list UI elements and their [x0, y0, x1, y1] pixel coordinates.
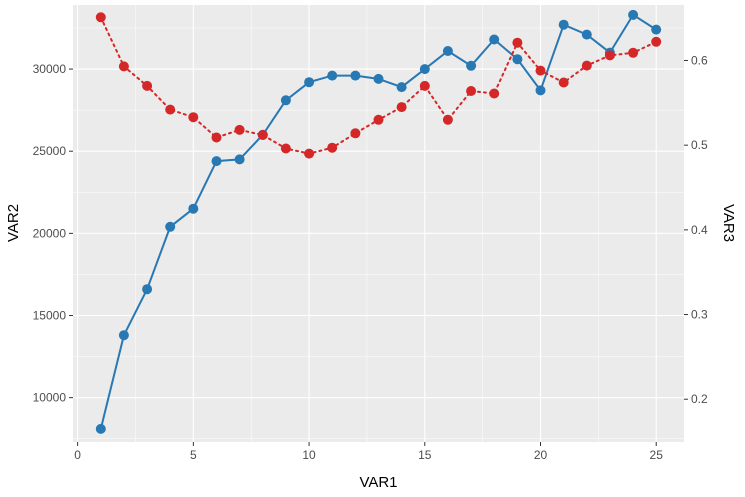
- y-tick-label: 20000: [33, 226, 67, 240]
- y-axis-title: VAR2: [5, 204, 22, 242]
- series-2-point: [489, 88, 500, 99]
- series-1-point: [396, 82, 407, 93]
- series-2-point: [604, 50, 615, 61]
- series-2-point: [350, 128, 361, 139]
- series-2-point: [118, 61, 129, 72]
- series-2-point: [419, 80, 430, 91]
- series-1-point: [327, 70, 338, 81]
- series-1-point: [188, 203, 199, 214]
- x-tick-label: 15: [418, 448, 432, 462]
- x-tick-label: 20: [534, 448, 548, 462]
- series-2-point: [327, 142, 338, 153]
- series-1-point: [442, 46, 453, 56]
- y-tick-label: 25000: [33, 144, 67, 158]
- series-2-point: [396, 102, 407, 113]
- y2-tick-label: 0.4: [691, 223, 708, 237]
- series-2-point: [512, 37, 523, 48]
- x-tick-label: 25: [650, 448, 664, 462]
- series-1-point: [304, 77, 315, 88]
- series-2-point: [234, 124, 245, 135]
- series-1: [95, 9, 662, 434]
- y2-tick-label: 0.3: [691, 308, 708, 322]
- y2-tick-label: 0.5: [691, 138, 708, 152]
- series-2: [95, 12, 662, 159]
- series-1-point: [211, 156, 222, 167]
- y-tick-label: 15000: [33, 309, 67, 323]
- series-1-point: [466, 60, 477, 71]
- y2-tick-label: 0.2: [691, 392, 708, 406]
- series-2-point: [651, 36, 662, 47]
- x-tick-label: 10: [302, 448, 316, 462]
- y-tick-label: 10000: [33, 391, 67, 405]
- panel-background: [73, 5, 684, 442]
- x-tick-label: 0: [74, 448, 81, 462]
- data-series: [95, 9, 662, 434]
- x-tick-label: 5: [190, 448, 197, 462]
- series-1-point: [350, 70, 361, 81]
- series-1-point: [651, 24, 662, 35]
- tick-labels: 0 5 10 15 20 25 10000 15000 20000 25000 30000 0.2 0.…: [33, 53, 708, 462]
- series-1-point: [95, 423, 106, 434]
- series-1-point: [512, 54, 523, 65]
- series-2-point: [628, 47, 639, 58]
- series-2-point: [142, 80, 153, 91]
- series-1-point: [581, 29, 592, 40]
- y-tick-label: 30000: [33, 62, 67, 76]
- series-2-point: [304, 148, 315, 159]
- series-2-point: [211, 132, 222, 143]
- series-2-point: [257, 130, 268, 140]
- series-1-point: [489, 34, 500, 45]
- series-2-point: [558, 77, 569, 88]
- x-axis-title: VAR1: [359, 474, 397, 491]
- series-1-point: [628, 9, 639, 20]
- series-1-point: [419, 64, 430, 75]
- series-2-point: [535, 65, 546, 76]
- y2-tick-label: 0.6: [691, 53, 708, 67]
- y2-axis-title: VAR3: [720, 204, 737, 242]
- series-2-point: [466, 86, 477, 96]
- series-2-point: [280, 143, 291, 154]
- series-2-point: [95, 12, 106, 23]
- series-1-point: [234, 154, 245, 165]
- series-1-point: [118, 330, 129, 341]
- series-1-point: [535, 85, 546, 96]
- series-1-point: [280, 95, 291, 106]
- series-2-point: [165, 104, 176, 115]
- axis-ticks: [69, 59, 688, 446]
- series-2-point: [581, 60, 592, 71]
- series-2-point: [442, 114, 453, 125]
- series-1-point: [373, 73, 384, 84]
- series-2-point: [188, 112, 199, 123]
- series-1-point: [558, 19, 569, 30]
- series-1-point: [165, 221, 176, 232]
- series-1-point: [142, 284, 153, 295]
- series-2-point: [373, 114, 384, 125]
